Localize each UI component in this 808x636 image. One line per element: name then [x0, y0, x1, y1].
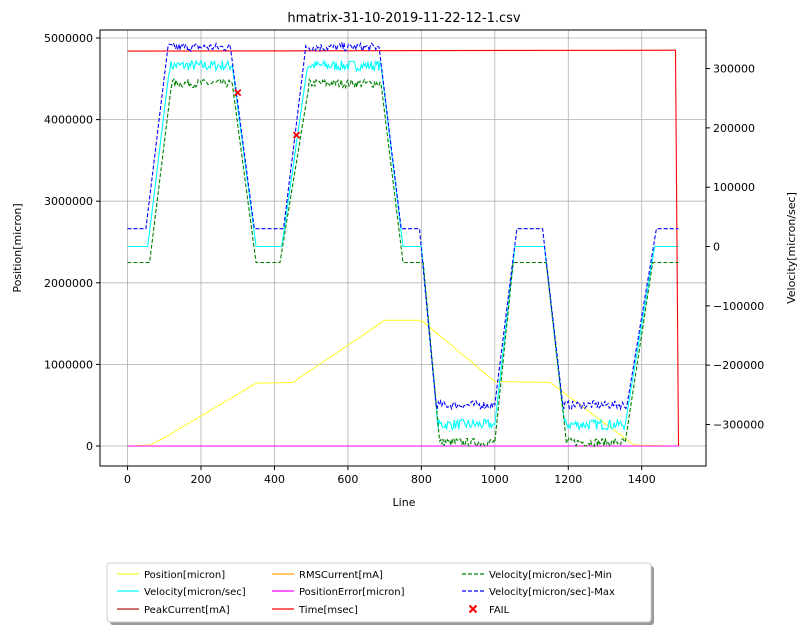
legend-label: Velocity[micron/sec]-Max	[489, 587, 615, 598]
series-line-1	[127, 58, 679, 432]
legend-box	[106, 562, 652, 623]
x-tick-label: 0	[124, 473, 131, 486]
legend-label: Velocity[micron/sec]	[144, 587, 246, 598]
y-axis-right-label: Velocity[micron/sec]	[785, 192, 798, 304]
legend-label: Position[micron]	[144, 570, 225, 581]
y-right-tick-label: 0	[713, 241, 720, 254]
x-tick-label: 1000	[481, 473, 509, 486]
y-left-tick-label: 0	[86, 440, 93, 453]
legend-label: RMSCurrent[mA]	[299, 570, 383, 581]
chart-title: hmatrix-31-10-2019-11-22-12-1.csv	[287, 11, 521, 26]
legend-label: FAIL	[489, 605, 510, 616]
x-tick-label: 1400	[628, 473, 656, 486]
y-right-tick-label: −200000	[713, 359, 764, 372]
y-axis-left-label: Position[micron]	[11, 203, 24, 292]
x-tick-label: 600	[337, 473, 358, 486]
legend-label: PeakCurrent[mA]	[144, 605, 230, 616]
fail-marker	[234, 89, 242, 97]
x-tick-label: 400	[264, 473, 285, 486]
series-line-6	[127, 78, 679, 448]
legend-label: Velocity[micron/sec]-Min	[489, 570, 612, 581]
series-line-5	[127, 49, 680, 447]
x-axis-label: Line	[393, 496, 416, 509]
plot-frame	[99, 29, 707, 467]
y-right-tick-label: 300000	[713, 63, 755, 76]
y-right-tick-label: −300000	[713, 418, 764, 431]
x-tick-label: 200	[191, 473, 212, 486]
legend-fail-marker	[468, 604, 478, 614]
y-left-tick-label: 4000000	[44, 114, 93, 127]
y-left-tick-label: 3000000	[44, 195, 93, 208]
x-tick-label: 800	[411, 473, 432, 486]
y-left-tick-label: 2000000	[44, 277, 93, 290]
y-right-tick-label: −100000	[713, 300, 764, 313]
legend-label: Time[msec]	[298, 605, 358, 616]
x-tick-label: 1200	[554, 473, 582, 486]
y-right-tick-label: 100000	[713, 181, 755, 194]
series-line-7	[127, 41, 679, 412]
legend-label: PositionError[micron]	[299, 587, 405, 598]
fail-marker	[292, 131, 301, 139]
legend: Position[micron] Velocity[micron/sec] Peak…	[106, 562, 654, 625]
y-right-tick-label: 200000	[713, 122, 755, 135]
y-left-tick-label: 5000000	[44, 32, 93, 45]
y-left-tick-label: 1000000	[44, 358, 93, 371]
